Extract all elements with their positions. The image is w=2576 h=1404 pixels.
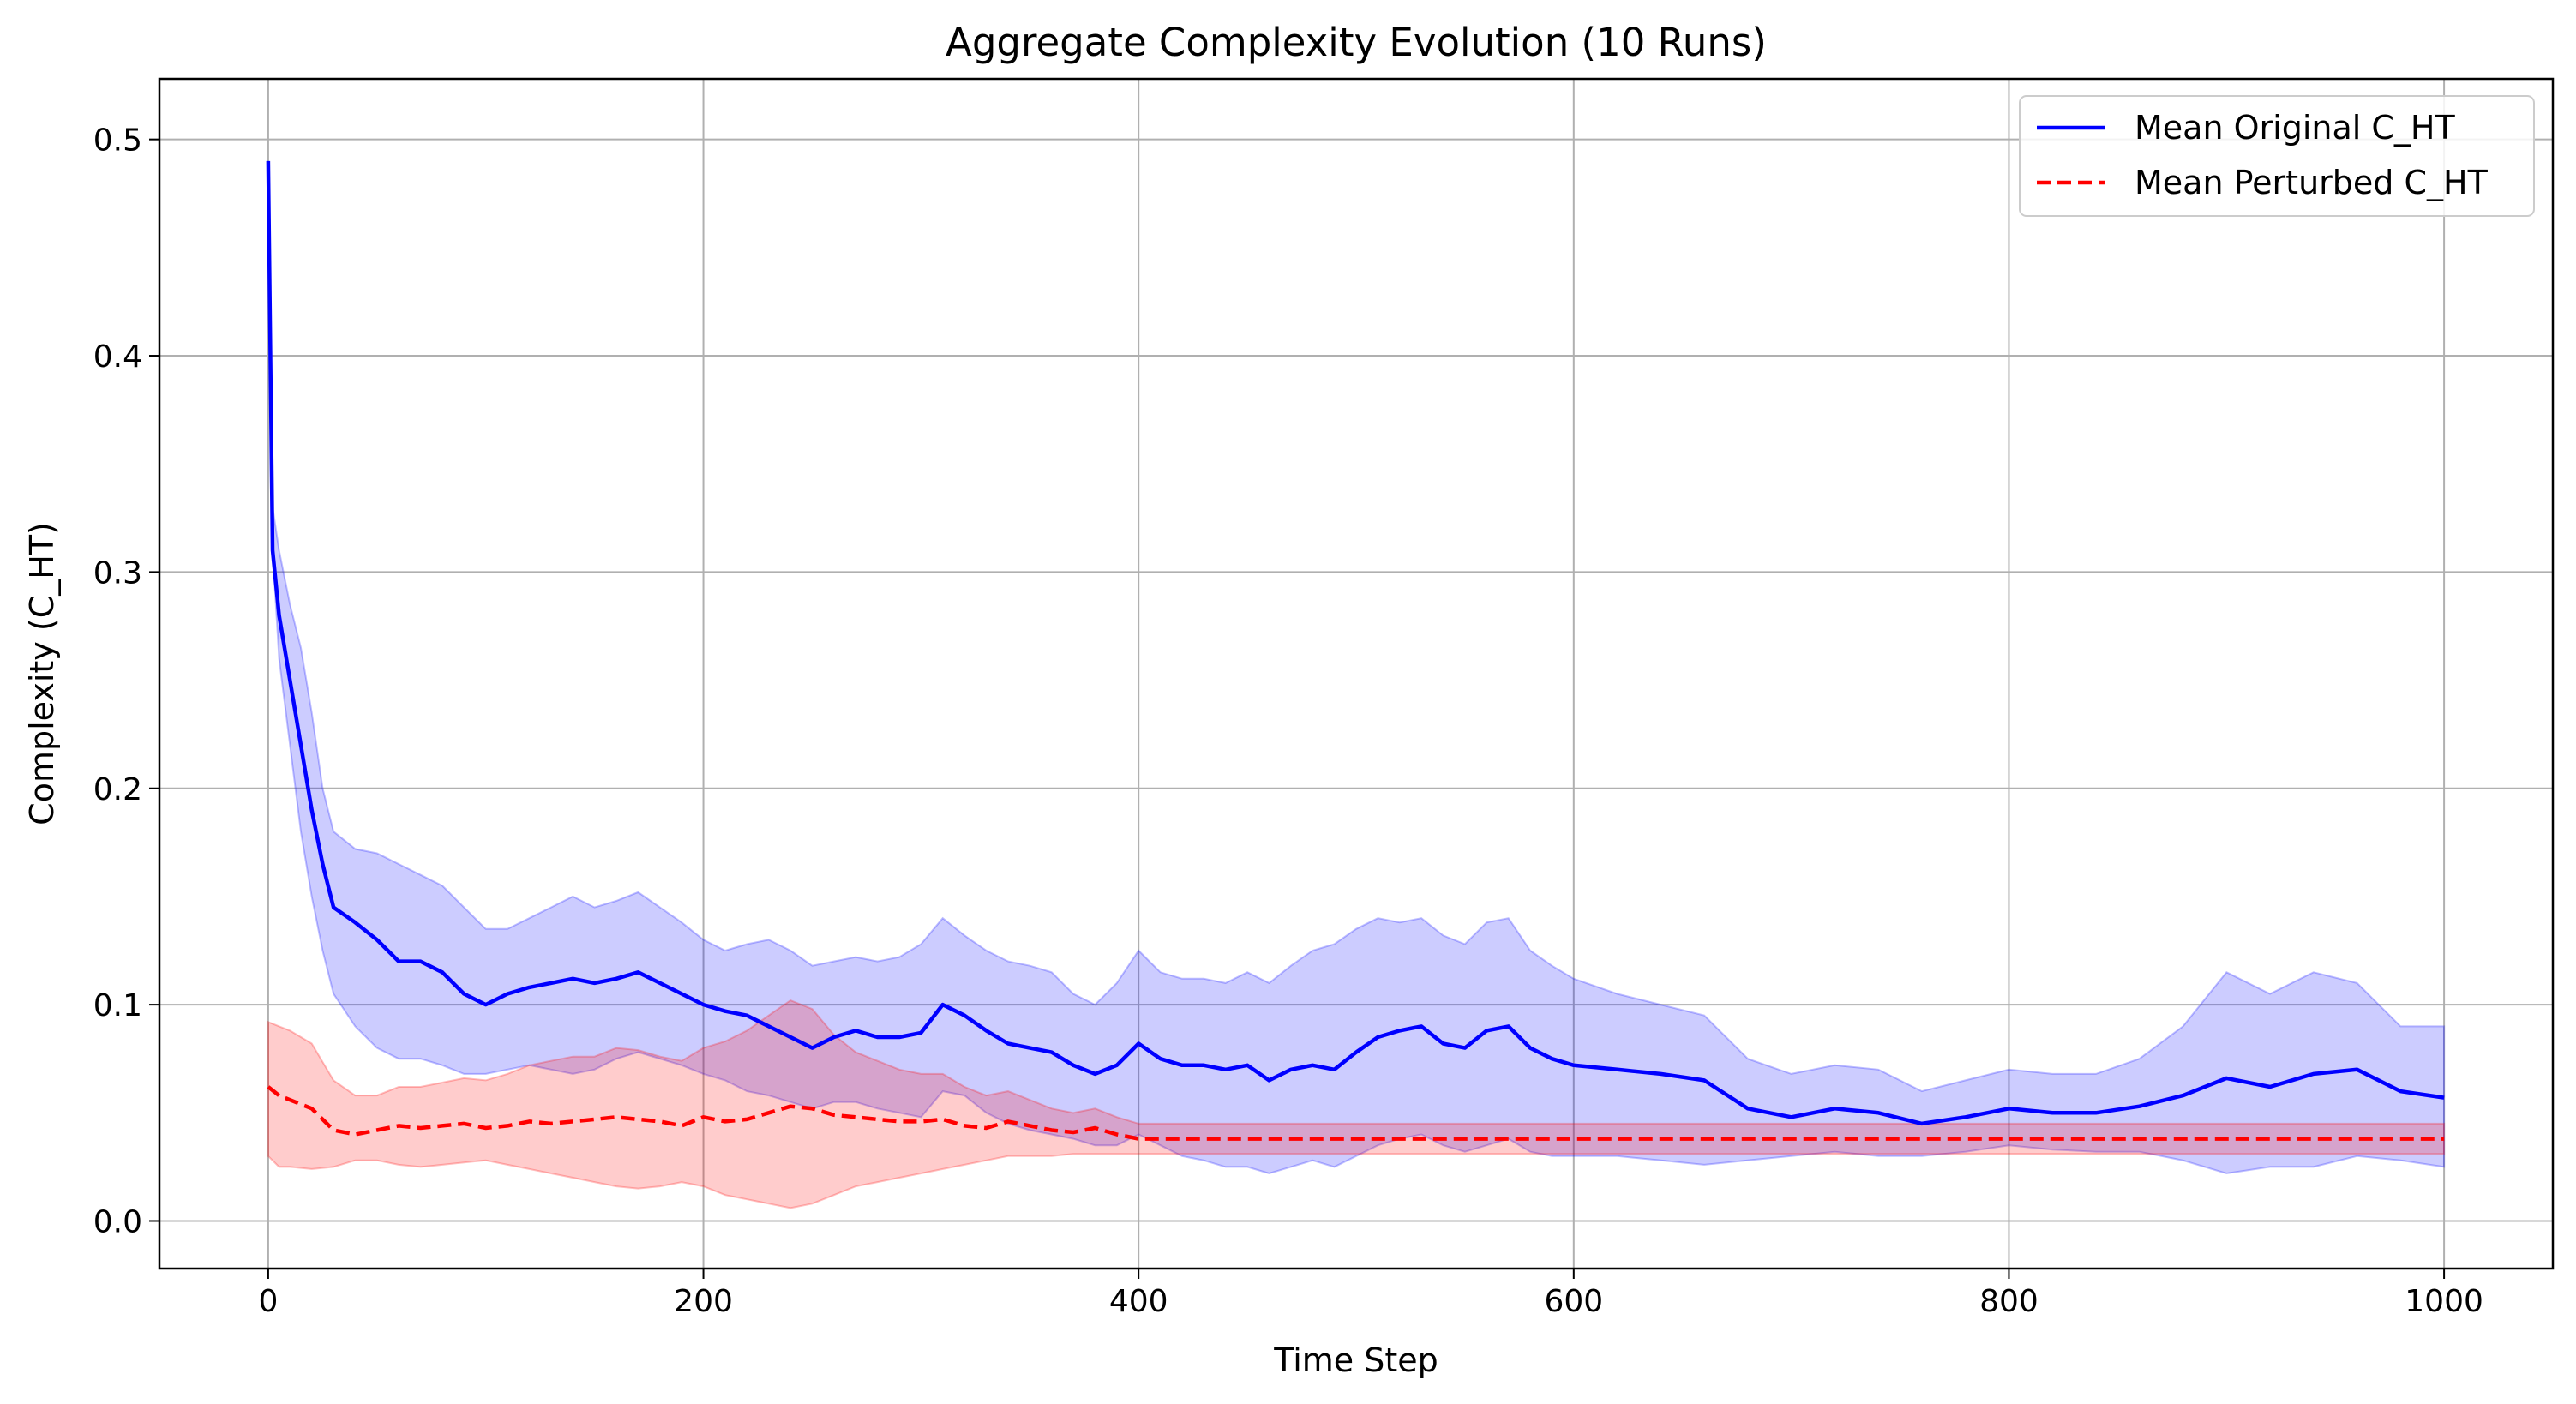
legend-label-1: Mean Original C_HT [2135,109,2455,147]
x-tick-label: 400 [1109,1284,1168,1319]
y-tick-label: 0.0 [93,1204,142,1239]
legend-label-2: Mean Perturbed C_HT [2135,164,2489,201]
legend: Mean Original C_HT Mean Perturbed C_HT [2019,95,2535,217]
y-axis-label: Complexity (C_HT) [23,522,61,825]
x-tick-label: 200 [674,1284,733,1319]
plot-frame [158,77,2555,1270]
series-line-1 [266,160,2445,1126]
y-tick-label: 0.3 [93,555,142,591]
y-tick-label: 0.2 [93,772,142,807]
series-line-2 [267,1085,2445,1141]
error-band-2 [267,999,2446,1209]
x-tick-label: 1000 [2405,1284,2483,1319]
x-tick-label: 0 [258,1284,278,1319]
axis-ticks: 0 200 400 600 800 1000 0.0 0.1 0.2 0.3 0.4 0.5 [93,123,2483,1319]
chart-title: Aggregate Complexity Evolution (10 Runs) [946,20,1767,65]
legend-box [2019,95,2535,217]
y-tick-label: 0.1 [93,988,142,1023]
x-tick-label: 800 [1979,1284,2039,1319]
y-tick-label: 0.4 [93,339,142,375]
y-tick-label: 0.5 [93,123,142,159]
series-lines [266,160,2445,1141]
x-tick-label: 600 [1544,1284,1603,1319]
x-axis-label: Time Step [1273,1341,1438,1379]
grid [159,79,2553,1269]
